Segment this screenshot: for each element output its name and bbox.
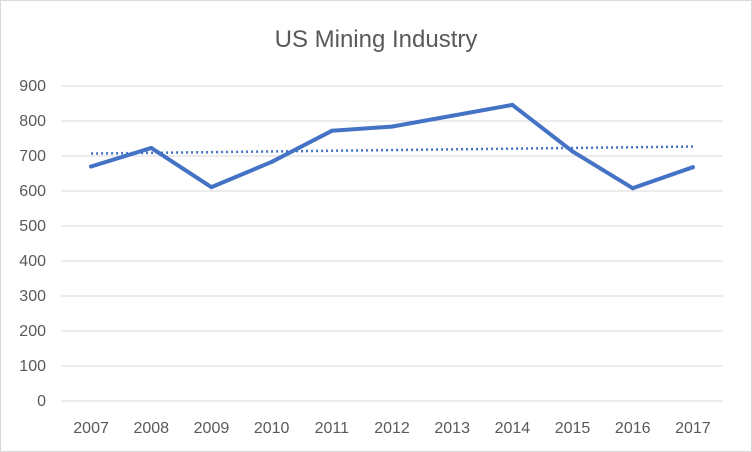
data-point [149, 145, 154, 150]
trendline-layer [91, 145, 693, 155]
x-tick-label: 2013 [434, 420, 470, 437]
data-point [390, 124, 394, 129]
y-tick-label: 0 [37, 393, 46, 410]
x-tick-label: 2011 [315, 420, 350, 437]
data-point [630, 186, 635, 191]
x-tick-label: 2007 [73, 420, 109, 437]
y-tick-label: 500 [19, 218, 46, 235]
y-tick-label: 600 [19, 183, 46, 200]
gridlines [61, 85, 723, 402]
series-layer [89, 102, 695, 191]
y-tick-label: 800 [19, 113, 46, 130]
data-point [329, 128, 334, 133]
x-tick-label: 2015 [555, 420, 591, 437]
x-tick-label: 2016 [615, 420, 651, 437]
y-tick-label: 100 [19, 358, 46, 375]
y-tick-label: 400 [19, 253, 46, 270]
y-tick-label: 200 [19, 323, 46, 340]
trendline [91, 145, 693, 155]
x-tick-label: 2012 [374, 420, 410, 437]
data-point [269, 159, 274, 164]
y-tick-label: 300 [19, 288, 46, 305]
y-axis-ticks: 0 100 200 300 400 500 600 700 800 900 [19, 78, 46, 410]
x-tick-label: 2010 [254, 420, 290, 437]
data-point [450, 113, 455, 118]
data-point [690, 165, 695, 170]
x-tick-label: 2017 [675, 420, 711, 437]
chart-title: US Mining Industry [274, 26, 478, 53]
x-tick-label: 2009 [194, 420, 230, 437]
data-point [89, 164, 94, 169]
data-point [510, 102, 515, 107]
y-tick-label: 900 [19, 78, 46, 95]
data-point [570, 149, 575, 154]
x-axis-ticks: 2007 2008 2009 2010 2011 2012 2013 2014 2015 2016… [73, 420, 711, 437]
data-point [209, 185, 214, 190]
x-tick-label: 2008 [133, 420, 169, 437]
y-tick-label: 700 [19, 148, 46, 165]
x-tick-label: 2014 [495, 420, 531, 437]
